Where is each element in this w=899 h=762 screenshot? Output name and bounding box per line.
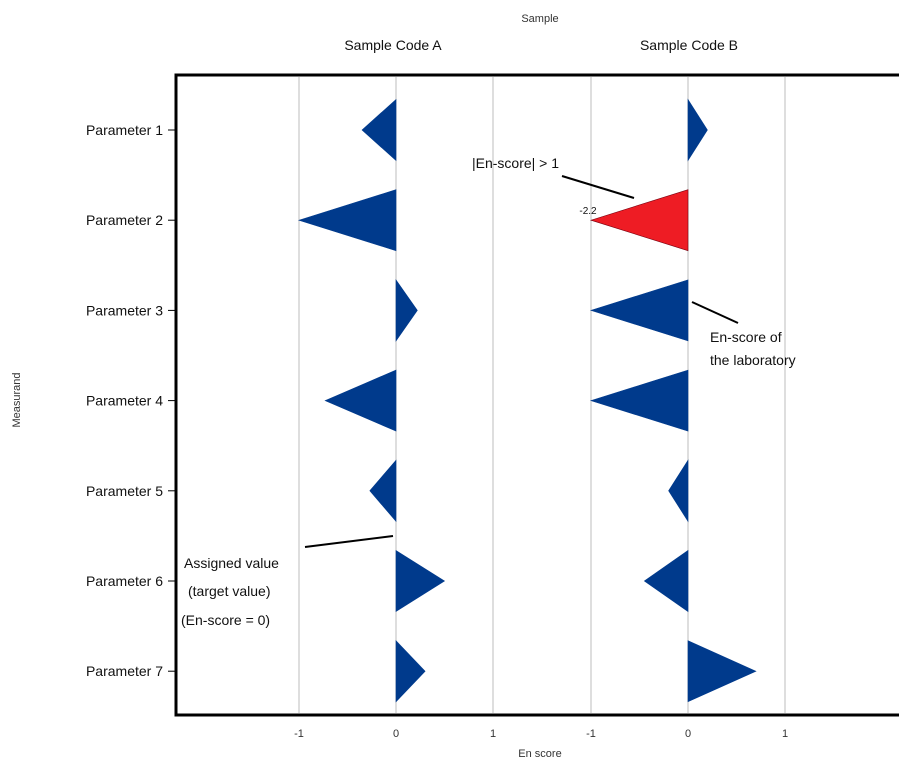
assigned-value-text-line1: Assigned value xyxy=(184,555,279,571)
x-tick-label-sample-code-b-1: 1 xyxy=(782,728,788,740)
category-label-parameter-1: Parameter 1 xyxy=(86,122,163,138)
category-label-parameter-3: Parameter 3 xyxy=(86,302,163,318)
assigned-value-callout-line xyxy=(305,536,393,547)
assigned-value-text-line3: (En-score = 0) xyxy=(181,612,270,628)
en-score-mark-sample-code-a-parameter-2 xyxy=(299,190,396,251)
en-score-mark-sample-code-b-parameter-6 xyxy=(644,551,688,612)
en-score-mark-sample-code-a-parameter-6 xyxy=(396,551,445,612)
facet-label-sample-a: Sample Code A xyxy=(344,37,442,53)
category-label-parameter-4: Parameter 4 xyxy=(86,393,163,409)
en-score-mark-sample-code-b-parameter-3 xyxy=(591,280,688,341)
x-tick-label-sample-code-a-1: -1 xyxy=(294,728,304,740)
outlier-value-label: -2.2 xyxy=(579,206,597,217)
y-axis-title: Measurand xyxy=(11,372,23,427)
en-score-mark-sample-code-a-parameter-7 xyxy=(396,641,425,702)
plot-frame xyxy=(176,75,899,715)
x-tick-label-sample-code-a-1: 1 xyxy=(490,728,496,740)
en-score-mark-sample-code-b-parameter-5 xyxy=(669,460,688,521)
lab-score-callout-line2: the laboratory xyxy=(710,352,796,368)
facet-label-sample-b: Sample Code B xyxy=(640,37,738,53)
lab-score-callout-line1: En-score of xyxy=(710,329,782,345)
category-labels: Parameter 1 Parameter 2 Parameter 3 Paramet… xyxy=(86,122,176,679)
en-score-mark-sample-code-b-parameter-7 xyxy=(688,641,756,702)
en-score-mark-sample-code-b-parameter-4 xyxy=(591,370,688,431)
x-tick-label-sample-code-b-1: -1 xyxy=(586,728,596,740)
en-score-mark-sample-code-a-parameter-4 xyxy=(325,370,396,431)
en-score-mark-sample-code-a-parameter-3 xyxy=(396,280,417,341)
en-score-mark-sample-code-a-parameter-5 xyxy=(370,460,396,521)
x-tick-label-sample-code-b-0: 0 xyxy=(685,728,691,740)
chart-top-title: Sample xyxy=(521,13,558,25)
category-label-parameter-6: Parameter 6 xyxy=(86,573,163,589)
exceed-callout-line xyxy=(562,176,634,198)
marks-layer xyxy=(299,100,756,702)
x-axis-title: En score xyxy=(518,748,561,760)
category-label-parameter-2: Parameter 2 xyxy=(86,212,163,228)
ticks-layer: -1 0 1 -1 0 1 xyxy=(294,728,788,740)
en-score-mark-sample-code-b-parameter-2 xyxy=(591,190,688,251)
category-label-parameter-7: Parameter 7 xyxy=(86,663,163,679)
assigned-value-text-line2: (target value) xyxy=(188,583,270,599)
lab-score-callout-line xyxy=(692,302,738,323)
x-tick-label-sample-code-a-0: 0 xyxy=(393,728,399,740)
en-score-mark-sample-code-a-parameter-1 xyxy=(362,100,396,161)
exceed-callout-text: |En-score| > 1 xyxy=(472,155,559,171)
en-score-mark-sample-code-b-parameter-1 xyxy=(688,100,707,161)
category-label-parameter-5: Parameter 5 xyxy=(86,483,163,499)
